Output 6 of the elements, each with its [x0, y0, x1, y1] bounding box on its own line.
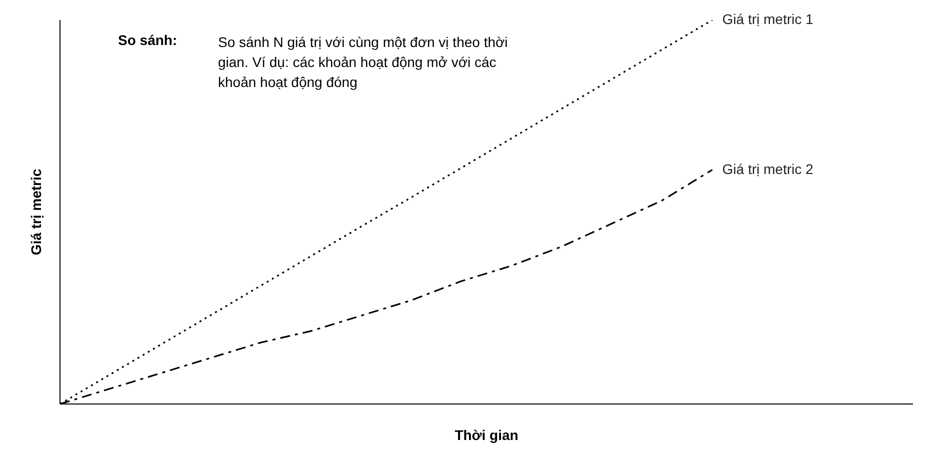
annotation: So sánh N giá trị với cùng một đơn vị theo thời gian. Ví dụ: các khoản hoạt động mở với các khoản hoạt động đóng	[218, 33, 509, 92]
y-axis-title: Giá trị metric	[28, 168, 44, 256]
series-label: Giá trị metric 1	[722, 11, 814, 27]
series-label: Giá trị metric 2	[722, 160, 814, 177]
x-axis-title: Thời gian	[454, 427, 518, 443]
annotation: So sánh:	[118, 32, 178, 48]
